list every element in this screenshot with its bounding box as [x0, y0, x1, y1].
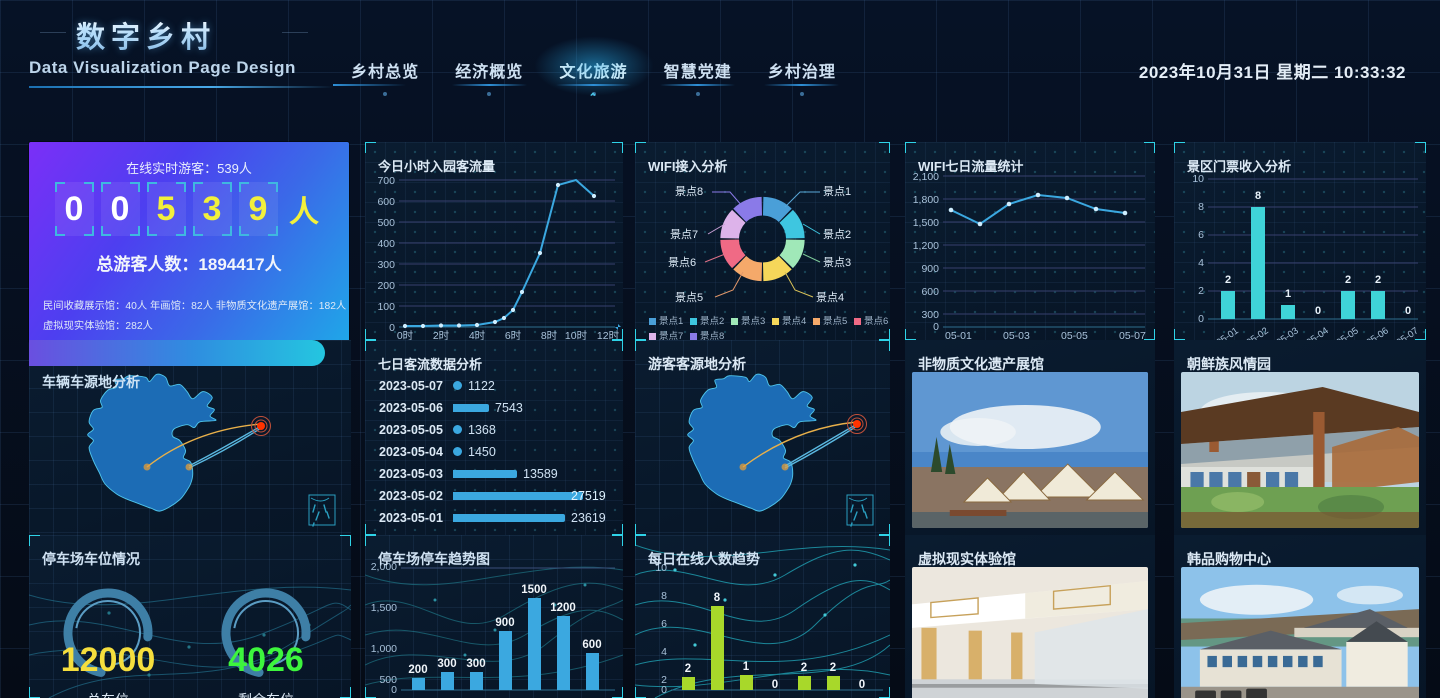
svg-text:200: 200 [408, 664, 427, 676]
svg-text:0: 0 [1405, 305, 1411, 317]
svg-text:05-05: 05-05 [1061, 330, 1088, 340]
svg-text:景点7: 景点7 [670, 228, 698, 241]
svg-text:500: 500 [377, 217, 395, 229]
svg-text:2: 2 [1198, 285, 1204, 297]
svg-text:6: 6 [1198, 229, 1204, 241]
svg-text:0时: 0时 [397, 330, 414, 340]
svg-text:景点3: 景点3 [823, 256, 851, 269]
svg-text:8时: 8时 [541, 330, 558, 340]
svg-text:05-07: 05-07 [1119, 330, 1146, 340]
svg-text:400: 400 [377, 238, 395, 250]
svg-text:0: 0 [859, 679, 865, 691]
svg-text:4时: 4时 [469, 330, 486, 340]
svg-text:2: 2 [685, 663, 691, 675]
svg-text:景点6: 景点6 [668, 256, 696, 269]
svg-text:300: 300 [377, 259, 395, 271]
svg-text:1,800: 1,800 [913, 194, 939, 206]
svg-text:10时: 10时 [565, 330, 588, 340]
svg-text:1,200: 1,200 [913, 240, 939, 252]
svg-text:景点2: 景点2 [823, 228, 851, 241]
svg-text:1,500: 1,500 [913, 217, 939, 229]
svg-text:4: 4 [661, 646, 667, 658]
svg-text:1500: 1500 [521, 584, 547, 596]
svg-text:2时: 2时 [433, 330, 450, 340]
svg-text:05-03: 05-03 [1003, 330, 1030, 340]
svg-text:2: 2 [1345, 274, 1351, 286]
svg-text:600: 600 [921, 286, 939, 298]
svg-text:300: 300 [921, 309, 939, 321]
svg-text:300: 300 [437, 658, 456, 670]
svg-text:景点2: 景点2 [700, 316, 724, 327]
svg-text:2: 2 [1375, 274, 1381, 286]
svg-text:05-01: 05-01 [945, 330, 972, 340]
svg-text:景点4: 景点4 [816, 291, 844, 304]
svg-text:0: 0 [772, 679, 778, 691]
svg-text:4: 4 [1198, 257, 1204, 269]
svg-text:2: 2 [830, 662, 836, 674]
svg-text:0: 0 [391, 684, 397, 696]
svg-text:600: 600 [582, 639, 601, 651]
svg-text:景点8: 景点8 [675, 185, 703, 198]
svg-text:1: 1 [1285, 288, 1291, 300]
svg-text:0: 0 [933, 321, 939, 333]
svg-text:景点7: 景点7 [659, 331, 683, 340]
svg-text:2: 2 [1225, 274, 1231, 286]
svg-text:1200: 1200 [550, 602, 576, 614]
svg-text:景点8: 景点8 [700, 331, 724, 340]
svg-text:2023-05-01: 2023-05-01 [1195, 325, 1241, 340]
svg-text:900: 900 [921, 263, 939, 275]
svg-text:景点5: 景点5 [675, 291, 703, 304]
svg-text:600: 600 [377, 196, 395, 208]
svg-text:景点4: 景点4 [782, 316, 806, 327]
svg-text:景点1: 景点1 [659, 316, 683, 327]
svg-text:8: 8 [714, 592, 721, 604]
svg-text:100: 100 [377, 301, 395, 313]
svg-text:2: 2 [801, 662, 807, 674]
svg-text:1,500: 1,500 [371, 602, 397, 614]
svg-text:6时: 6时 [505, 330, 522, 340]
svg-text:700: 700 [377, 175, 395, 187]
svg-text:8: 8 [1255, 190, 1261, 202]
svg-text:0: 0 [1315, 305, 1321, 317]
svg-text:6: 6 [661, 618, 667, 630]
svg-text:0: 0 [661, 684, 667, 696]
svg-text:0: 0 [389, 322, 395, 334]
svg-text:900: 900 [495, 617, 514, 629]
svg-text:景点1: 景点1 [823, 185, 851, 198]
svg-text:1: 1 [743, 661, 750, 673]
svg-text:景点5: 景点5 [823, 316, 847, 327]
svg-text:0: 0 [1198, 313, 1204, 325]
svg-text:8: 8 [1198, 201, 1204, 213]
svg-text:8: 8 [661, 590, 667, 602]
svg-text:景点3: 景点3 [741, 316, 765, 327]
svg-text:300: 300 [466, 658, 485, 670]
svg-text:1,000: 1,000 [371, 643, 397, 655]
svg-text:景点6: 景点6 [864, 316, 888, 327]
svg-text:200: 200 [377, 280, 395, 292]
